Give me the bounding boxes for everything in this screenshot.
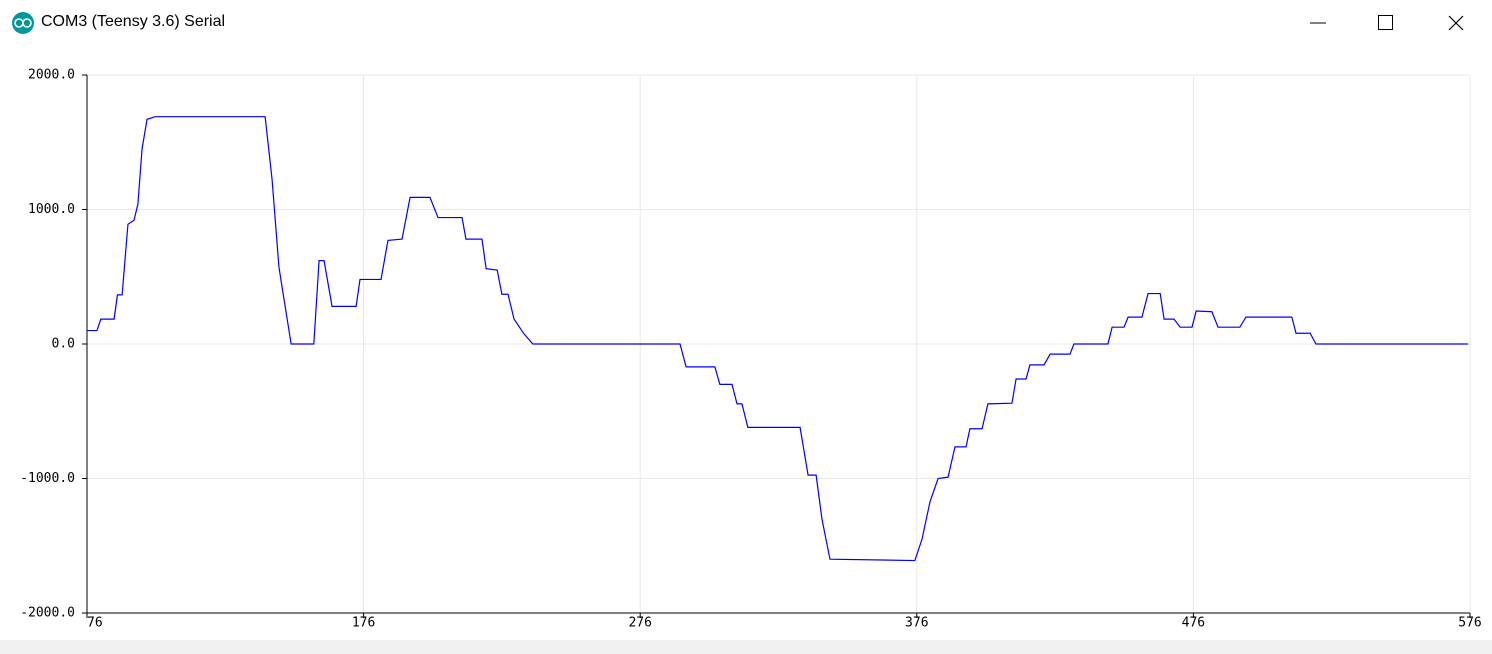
x-tick-label: 76	[87, 616, 103, 631]
x-tick-label: 276	[628, 616, 651, 631]
x-tick-label: 176	[352, 616, 375, 631]
app-icon-glyph	[14, 18, 32, 28]
y-tick-label: 1000.0	[28, 202, 75, 217]
status-strip	[0, 640, 1492, 654]
minimize-button[interactable]	[1292, 0, 1342, 46]
x-tick-label: 376	[905, 616, 928, 631]
data-line	[87, 116, 1469, 562]
chart: -2000.0 -1000.0 0.0 1000.0 2000.0 76 176 276 376…	[20, 68, 1482, 631]
y-tick-label: 0.0	[52, 337, 75, 352]
title-bar: COM3 (Teensy 3.6) Serial	[0, 0, 1492, 46]
x-tick-label: 576	[1458, 616, 1481, 631]
y-tick-label: -2000.0	[20, 606, 75, 621]
close-button[interactable]	[1430, 0, 1492, 46]
y-tick-label: 2000.0	[28, 68, 75, 83]
y-tick-label: -1000.0	[20, 471, 75, 486]
x-tick-label: 476	[1182, 616, 1205, 631]
window-title: COM3 (Teensy 3.6) Serial	[41, 13, 226, 30]
title-bar-icons	[12, 0, 1492, 46]
maximize-button[interactable]	[1360, 0, 1410, 46]
